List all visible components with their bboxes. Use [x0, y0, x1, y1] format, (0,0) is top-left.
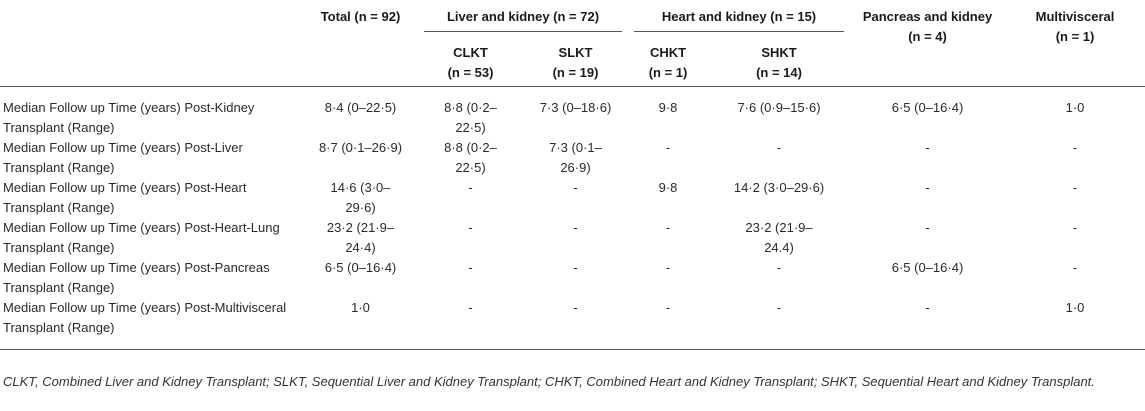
cell-shkt: - — [776, 140, 782, 155]
cell-total: 1·0 — [351, 300, 370, 315]
header-group-heart-kidney: Heart and kidney (n = 15) — [628, 0, 850, 36]
table-row: Median Follow up Time (years) Post-Multi… — [0, 298, 1145, 350]
row-label: Median Follow up Time (years) Post-Pancr… — [3, 260, 270, 295]
cell-pancreas: - — [925, 300, 930, 315]
cell-multivisceral: - — [1072, 260, 1078, 275]
cell-slkt: - — [573, 300, 578, 315]
cell-shkt: - — [776, 260, 782, 275]
cell-clkt: 8·8 (0·2–22·5) — [444, 100, 497, 135]
header-chkt-n: (n = 1) — [648, 65, 688, 80]
cell-slkt: 7·3 (0·1–26·9) — [549, 140, 602, 175]
cell-clkt: - — [468, 180, 473, 195]
cell-total: 8·7 (0·1–26·9) — [318, 140, 403, 155]
table-row: Median Follow up Time (years) Post-Kidne… — [0, 87, 1145, 139]
cell-multivisceral: - — [1072, 220, 1078, 235]
row-label: Median Follow up Time (years) Post-Liver… — [3, 140, 243, 175]
header-chkt: CHKT (n = 1) — [628, 36, 708, 87]
row-label: Median Follow up Time (years) Post-Multi… — [3, 300, 287, 335]
cell-clkt: - — [468, 220, 473, 235]
row-label: Median Follow up Time (years) Post-Heart… — [3, 180, 247, 215]
table-row: Median Follow up Time (years) Post-Heart… — [0, 178, 1145, 218]
header-slkt-label: SLKT — [558, 45, 593, 60]
cell-total: 23·2 (21·9–24·4) — [326, 220, 395, 255]
cell-total: 6·5 (0–16·4) — [324, 260, 397, 275]
cell-multivisceral: - — [1072, 140, 1078, 155]
cell-clkt: 8·8 (0·2–22·5) — [444, 140, 497, 175]
cell-chkt: - — [665, 260, 671, 275]
cell-slkt: - — [573, 220, 578, 235]
header-row-subgroups: CLKT (n = 53) SLKT (n = 19) CHKT (n = 1) SH… — [0, 36, 1145, 87]
cell-shkt: 14·2 (3·0–29·6) — [733, 180, 825, 195]
cell-pancreas: - — [925, 180, 930, 195]
cell-shkt: - — [776, 300, 782, 315]
header-empty-2 — [0, 36, 303, 87]
cell-chkt: - — [665, 140, 671, 155]
header-pancreas-kidney: Pancreas and kidney (n = 4) — [862, 9, 993, 44]
cell-chkt: 9·8 — [658, 180, 678, 195]
row-label: Median Follow up Time (years) Post-Heart… — [3, 220, 280, 255]
cell-clkt: - — [468, 300, 473, 315]
header-clkt-n: (n = 53) — [447, 65, 494, 80]
follow-up-table: Total (n = 92) Liver and kidney (n = 72)… — [0, 0, 1145, 350]
header-shkt-n: (n = 14) — [756, 65, 802, 80]
cell-pancreas: - — [925, 220, 930, 235]
header-shkt-label: SHKT — [761, 45, 797, 60]
cell-shkt: 7·6 (0·9–15·6) — [737, 100, 821, 115]
header-slkt-n: (n = 19) — [552, 65, 599, 80]
header-group-heart-kidney-label: Heart and kidney (n = 15) — [634, 7, 845, 32]
header-group-liver-kidney-label: Liver and kidney (n = 72) — [424, 7, 623, 32]
cell-pancreas: 6·5 (0–16·4) — [891, 260, 964, 275]
header-chkt-label: CHKT — [649, 45, 687, 60]
cell-chkt: - — [665, 300, 671, 315]
header-slkt: SLKT (n = 19) — [523, 36, 628, 87]
header-shkt: SHKT (n = 14) — [708, 36, 850, 87]
header-empty — [0, 0, 303, 36]
cell-shkt: 23·2 (21·9–24.4) — [745, 220, 813, 255]
table-row: Median Follow up Time (years) Post-Pancr… — [0, 258, 1145, 298]
header-clkt-label: CLKT — [453, 45, 488, 60]
row-label: Median Follow up Time (years) Post-Kidne… — [3, 100, 255, 135]
cell-total: 8·4 (0–22·5) — [324, 100, 397, 115]
cell-pancreas: - — [925, 140, 930, 155]
header-group-liver-kidney: Liver and kidney (n = 72) — [418, 0, 628, 36]
table-row: Median Follow up Time (years) Post-Liver… — [0, 138, 1145, 178]
header-row-groups: Total (n = 92) Liver and kidney (n = 72)… — [0, 0, 1145, 44]
cell-multivisceral: 1·0 — [1065, 300, 1085, 315]
header-total: Total (n = 92) — [320, 9, 401, 24]
cell-slkt: 7·3 (0–18·6) — [539, 100, 612, 115]
cell-total: 14·6 (3·0–29·6) — [330, 180, 391, 215]
header-multivisceral: Multivisceral (n = 1) — [1035, 9, 1115, 44]
cell-slkt: - — [573, 260, 578, 275]
cell-chkt: 9·8 — [658, 100, 678, 115]
table-row: Median Follow up Time (years) Post-Heart… — [0, 218, 1145, 258]
table-footnote: CLKT, Combined Liver and Kidney Transpla… — [3, 374, 1095, 389]
cell-chkt: - — [665, 220, 671, 235]
cell-slkt: - — [573, 180, 578, 195]
cell-multivisceral: 1·0 — [1065, 100, 1085, 115]
cell-clkt: - — [468, 260, 473, 275]
header-clkt: CLKT (n = 53) — [418, 36, 523, 87]
cell-multivisceral: - — [1072, 180, 1078, 195]
cell-pancreas: 6·5 (0–16·4) — [891, 100, 964, 115]
